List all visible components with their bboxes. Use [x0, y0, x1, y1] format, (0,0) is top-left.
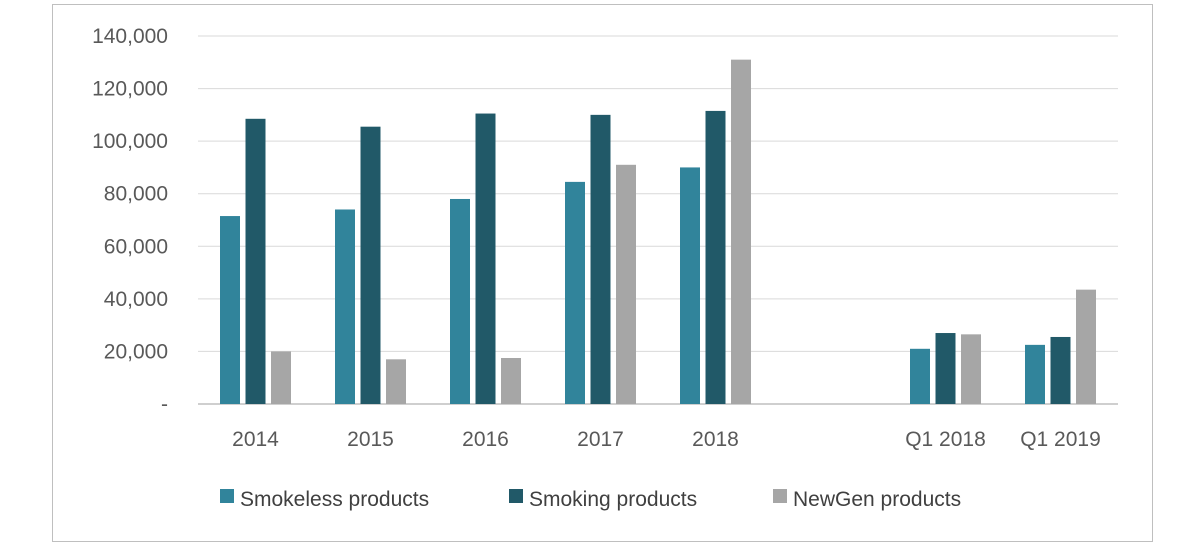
x-tick-label: 2015	[347, 428, 394, 451]
y-tick-label: 100,000	[92, 130, 168, 153]
x-tick-label: 2014	[232, 428, 279, 451]
x-tick-label: 2018	[692, 428, 739, 451]
legend-item: Smoking products	[509, 488, 697, 511]
legend-label: Smoking products	[529, 488, 697, 511]
legend-swatch	[509, 489, 523, 503]
bar-smoking-products	[475, 113, 496, 405]
y-axis: - 20,000 40,000 60,000 80,000 100,000 120,000 1…	[92, 25, 168, 416]
bar-smoking-products	[1050, 336, 1071, 404]
bar-smokeless-products	[220, 216, 240, 404]
legend-item: Smokeless products	[220, 488, 429, 511]
bar-smokeless-products	[910, 348, 930, 404]
bar-smokeless-products	[565, 181, 585, 404]
y-tick-label: 60,000	[104, 235, 168, 258]
x-axis: 2014 2015 2016 2017 2018 Q1 2018 Q1 2019	[232, 428, 1101, 451]
bar-smoking-products	[935, 333, 956, 404]
y-tick-label: 20,000	[104, 340, 168, 363]
bar-smoking-products	[360, 126, 381, 404]
y-tick-label: 120,000	[92, 78, 168, 101]
y-tick-label: -	[161, 393, 168, 416]
bar-smoking-products	[590, 114, 611, 404]
bar-newgen-products	[386, 359, 406, 404]
bar-newgen-products	[616, 164, 636, 404]
bar-smokeless-products	[680, 167, 700, 404]
legend-item: NewGen products	[773, 488, 961, 511]
bar-newgen-products	[1076, 289, 1096, 404]
legend-swatch	[220, 489, 234, 503]
legend-label: Smokeless products	[240, 488, 429, 511]
y-tick-label: 40,000	[104, 288, 168, 311]
y-tick-label: 80,000	[104, 183, 168, 206]
y-tick-label: 140,000	[92, 25, 168, 48]
x-tick-label: Q1 2019	[1020, 428, 1101, 451]
bar-smoking-products	[245, 118, 266, 405]
legend-swatch	[773, 489, 787, 503]
x-tick-label: Q1 2018	[905, 428, 986, 451]
bar-smokeless-products	[1025, 344, 1045, 404]
x-tick-label: 2016	[462, 428, 509, 451]
bar-newgen-products	[501, 358, 521, 404]
legend: Smokeless products Smoking products NewGen…	[220, 488, 961, 511]
x-tick-label: 2017	[577, 428, 624, 451]
bar-smokeless-products	[450, 198, 470, 404]
bar-newgen-products	[961, 334, 981, 404]
bar-newgen-products	[731, 59, 751, 405]
bar-newgen-products	[271, 351, 291, 404]
bar-smoking-products	[705, 110, 726, 405]
bar-smokeless-products	[335, 209, 355, 404]
legend-label: NewGen products	[793, 488, 961, 511]
bars	[220, 59, 1096, 405]
